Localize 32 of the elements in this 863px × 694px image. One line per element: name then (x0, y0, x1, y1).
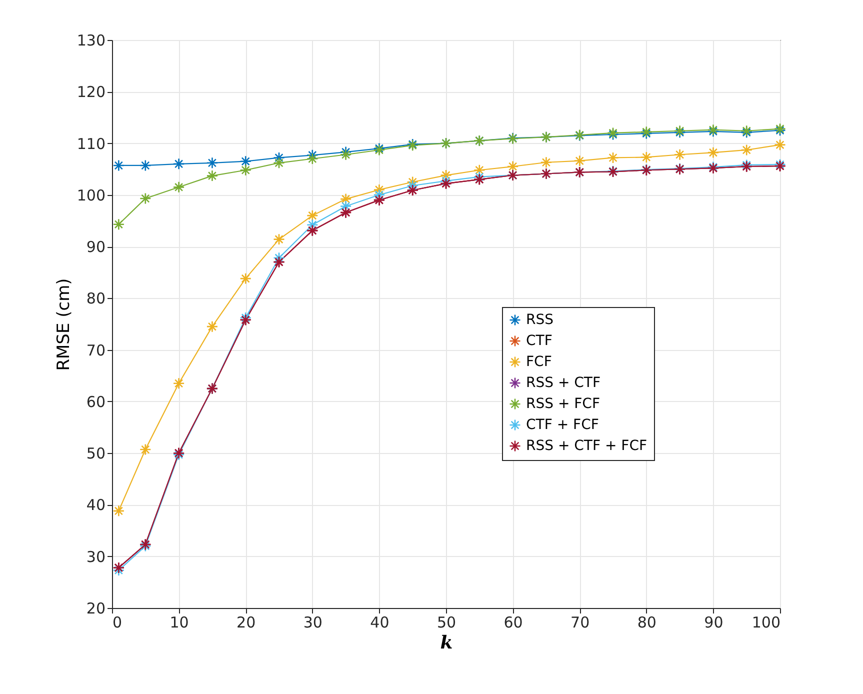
y-tick-label: 130 (76, 32, 106, 50)
y-tick-label: 90 (86, 238, 106, 256)
y-tick-label: 110 (76, 134, 106, 153)
legend-label: RSS (526, 312, 554, 328)
x-tick-label: 0 (112, 614, 122, 632)
x-tick-label: 60 (504, 614, 523, 632)
x-tick-label: 70 (570, 614, 590, 632)
legend-label: CTF (526, 333, 552, 349)
y-tick-label: 60 (86, 392, 106, 411)
legend-label: RSS + FCF (526, 396, 600, 412)
x-tick-label: 100 (752, 614, 780, 632)
x-tick-label: 10 (170, 614, 189, 632)
x-tick-label: 50 (436, 614, 456, 632)
x-tick-label: 20 (236, 614, 256, 632)
y-tick-label: 30 (86, 548, 106, 566)
y-tick-label: 50 (86, 444, 106, 463)
y-tick-label: 20 (86, 600, 106, 618)
x-axis-title: k (440, 632, 453, 654)
legend-label: FCF (526, 354, 552, 370)
y-axis-title: RMSE (cm) (54, 278, 74, 371)
x-tick-label: 80 (637, 614, 656, 632)
y-tick-label: 80 (86, 290, 106, 308)
legend-label: RSS + CTF (526, 375, 601, 391)
legend-label: RSS + CTF + FCF (526, 438, 648, 454)
x-tick-label: 90 (704, 614, 724, 632)
y-tick-label: 70 (86, 341, 106, 360)
legend-label: CTF + FCF (526, 417, 599, 433)
y-tick-label: 120 (76, 83, 106, 102)
y-tick-label: 100 (76, 186, 106, 204)
x-tick-label: 40 (370, 614, 390, 632)
y-tick-label: 40 (86, 496, 106, 514)
x-tick-label: 30 (303, 614, 322, 632)
